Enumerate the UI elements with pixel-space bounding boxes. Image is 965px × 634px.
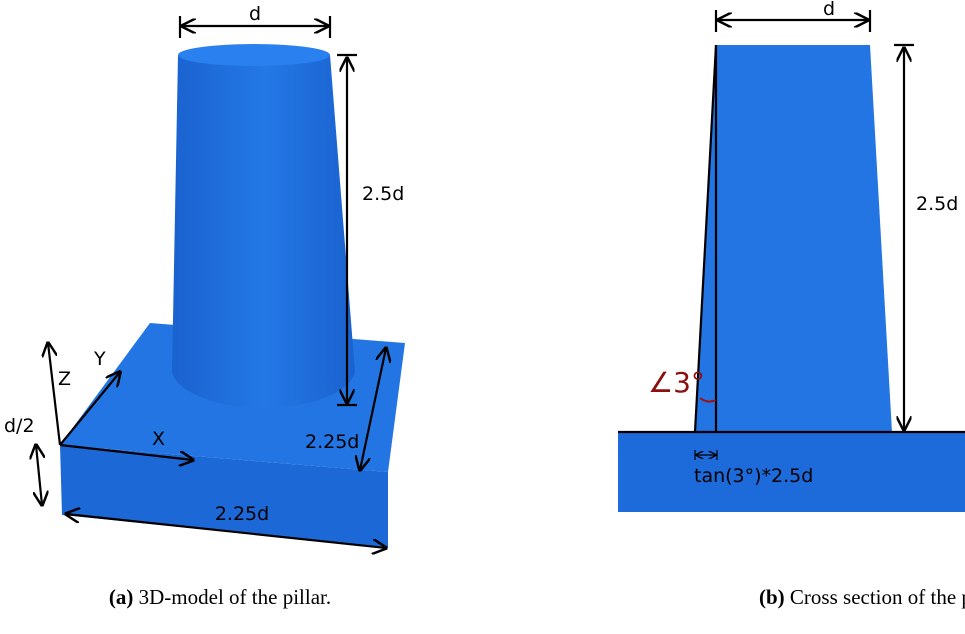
pillar: [695, 45, 892, 432]
label: 2.25d: [215, 503, 269, 525]
dim-arrow: [360, 348, 386, 470]
label: 2.5d: [916, 193, 958, 215]
dim-arrow: [36, 445, 42, 505]
dim-arrow: [66, 514, 386, 548]
panel-b: ∠3° d 2.5d tan(3°)*2.5d (b) Cross sectio…: [618, 0, 965, 609]
caption-text: 3D-model of the pillar.: [139, 585, 331, 609]
angle-arc: [699, 397, 717, 403]
axis-arrow: [59, 372, 120, 446]
panel-a: d 2.5d Z Y X d/2 2.25d 2.25d (a) 3D-mode…: [4, 3, 405, 609]
caption-tag: (a): [109, 585, 134, 609]
caption: (a) 3D-model of the pillar.: [109, 585, 331, 609]
caption-tag: (b): [759, 585, 785, 609]
pillar: [172, 55, 355, 408]
angle-label: ∠3°: [648, 366, 705, 399]
axis-arrow: [48, 343, 62, 446]
pillar-top: [178, 44, 330, 66]
label: Z: [58, 368, 71, 390]
label: d: [823, 0, 835, 20]
label: 2.5d: [362, 183, 404, 205]
label: 2.25d: [305, 431, 359, 453]
axis-arrow: [59, 443, 193, 460]
edge: [693, 44, 718, 433]
label: d: [249, 3, 261, 25]
base: [618, 432, 965, 512]
caption: (b) Cross section of the pillar m: [759, 585, 965, 609]
label: d/2: [4, 415, 35, 437]
label: X: [152, 428, 165, 450]
caption-text: Cross section of the pillar m: [790, 585, 965, 609]
label: Y: [93, 348, 106, 370]
label: tan(3°)*2.5d: [694, 465, 813, 487]
